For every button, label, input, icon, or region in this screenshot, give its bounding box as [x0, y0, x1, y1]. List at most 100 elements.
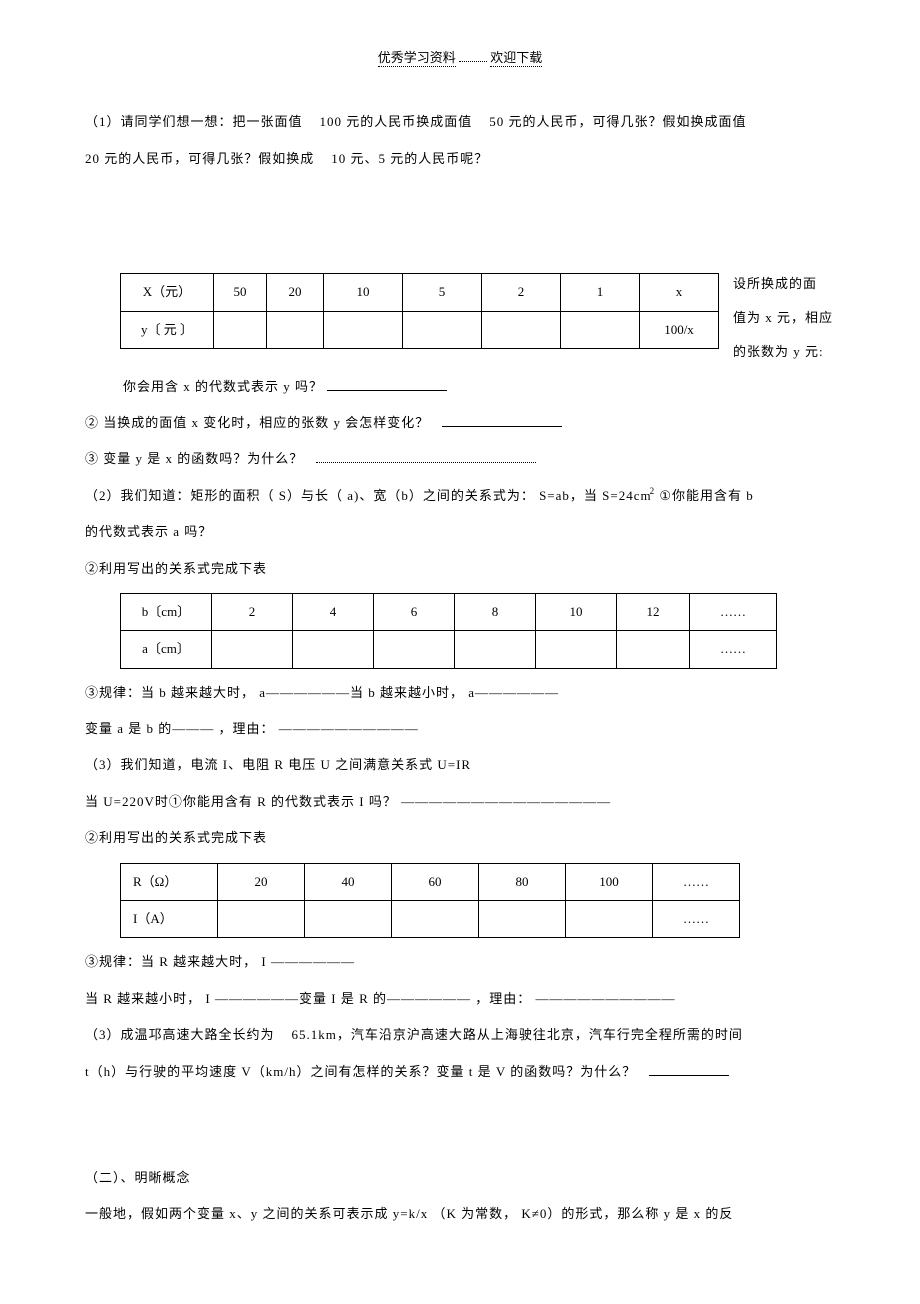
t3-r2-4 — [479, 901, 566, 938]
blank — [316, 451, 536, 464]
t1-h4: 5 — [403, 274, 482, 311]
q1-l1b: 100 元的人民币换成面值 — [320, 114, 473, 129]
t2-r1-0: b〔cm〕 — [121, 593, 212, 630]
side3: 的张数为 y 元: — [733, 344, 824, 359]
t3-r2-5 — [566, 901, 653, 938]
l11a: （3）我们知道，电流 I、电阻 R 电压 U 之间满意关系式 U=IR — [85, 757, 471, 772]
l17a: t（h）与行驶的平均速度 V（km/h）之间有怎样的关系？变量 t 是 V 的函… — [85, 1064, 636, 1079]
t2-r2-7: …… — [690, 631, 777, 668]
t3-r2-3 — [392, 901, 479, 938]
t2-r2-4 — [455, 631, 536, 668]
t1-r0: y〔 元 〕 — [121, 311, 214, 348]
t2-r2-5 — [536, 631, 617, 668]
table-row: R（Ω） 20 40 60 80 100 …… — [121, 863, 740, 900]
header-right: 欢迎下载 — [490, 50, 542, 67]
line5: ③ 变量 y 是 x 的函数吗？为什么？ — [85, 441, 835, 477]
t3-r2-0: I（A） — [121, 901, 218, 938]
table3: R（Ω） 20 40 60 80 100 …… I（A） …… — [120, 863, 740, 939]
t2-r1-7: …… — [690, 593, 777, 630]
t2-r2-3 — [374, 631, 455, 668]
side1: 设所换成的面 — [733, 276, 817, 291]
q1-l2a: 20 元的人民币，可得几张？假如换成 — [85, 151, 314, 166]
table1: X（元） 50 20 10 5 2 1 x y〔 元 〕 100/x — [120, 273, 719, 349]
t1-h5: 2 — [482, 274, 561, 311]
table-row: X（元） 50 20 10 5 2 1 x — [121, 274, 719, 311]
line4: ② 当换成的面值 x 变化时，相应的张数 y 会怎样变化？ — [85, 405, 835, 441]
l16a: （3）成温邛高速大路全长约为 — [85, 1027, 275, 1042]
t3-r1-2: 40 — [305, 863, 392, 900]
t3-r1-6: …… — [653, 863, 740, 900]
t1-r7: 100/x — [640, 311, 719, 348]
line13: ②利用写出的关系式完成下表 — [85, 820, 835, 856]
l3a: 你会用含 x 的代数式表示 y 吗？ — [123, 379, 323, 394]
section2: （二）、明晰概念 — [85, 1160, 835, 1196]
q1-l2b: 10 元、5 元的人民币呢？ — [331, 151, 488, 166]
table-row: b〔cm〕 2 4 6 8 10 12 …… — [121, 593, 777, 630]
t1-r4 — [403, 311, 482, 348]
header-gap — [459, 61, 487, 62]
l14a: ③规律：当 R 越来越大时， I —————— — [85, 954, 355, 969]
t3-r1-4: 80 — [479, 863, 566, 900]
t2-r1-5: 10 — [536, 593, 617, 630]
t2-r1-4: 8 — [455, 593, 536, 630]
t2-r1-3: 6 — [374, 593, 455, 630]
t2-r1-2: 4 — [293, 593, 374, 630]
t3-r1-0: R（Ω） — [121, 863, 218, 900]
t1-r5 — [482, 311, 561, 348]
l4a: ② 当换成的面值 x 变化时，相应的张数 y 会怎样变化？ — [85, 415, 429, 430]
line7: 的代数式表示 a 吗？ — [85, 514, 835, 550]
page-header: 优秀学习资料 欢迎下载 — [85, 40, 835, 76]
l6b: ①你能用含有 b — [659, 488, 753, 503]
table-row: y〔 元 〕 100/x — [121, 311, 719, 348]
t2-r1-6: 12 — [617, 593, 690, 630]
t1-h0: X（元） — [121, 274, 214, 311]
line12: 当 U=220V时①你能用含有 R 的代数式表示 I 吗？ ——————————… — [85, 784, 835, 820]
l15a: 当 R 越来越小时， I ——————变量 I 是 R 的—————— ，理由：… — [85, 991, 676, 1006]
t1-r2 — [267, 311, 324, 348]
t1-r1 — [214, 311, 267, 348]
t1-h6: 1 — [561, 274, 640, 311]
line11: （3）我们知道，电流 I、电阻 R 电压 U 之间满意关系式 U=IR — [85, 747, 835, 783]
t2-r2-1 — [212, 631, 293, 668]
l7a: 的代数式表示 a 吗？ — [85, 524, 212, 539]
blank — [442, 414, 562, 427]
t1-r6 — [561, 311, 640, 348]
t2-r2-2 — [293, 631, 374, 668]
spacer — [85, 177, 835, 267]
t1-h2: 20 — [267, 274, 324, 311]
header-left: 优秀学习资料 — [378, 50, 456, 67]
t1-r3 — [324, 311, 403, 348]
line10: 变量 a 是 b 的——— ，理由： —————————— — [85, 711, 835, 747]
line15: 当 R 越来越小时， I ——————变量 I 是 R 的—————— ，理由：… — [85, 981, 835, 1017]
line16: （3）成温邛高速大路全长约为 65.1km，汽车沿京沪高速大路从上海驶往北京，汽… — [85, 1017, 835, 1053]
t1-h7: x — [640, 274, 719, 311]
q1-line2: 20 元的人民币，可得几张？假如换成 10 元、5 元的人民币呢？ — [85, 141, 835, 177]
line6: （2）我们知道：矩形的面积（ S）与长（ a)、宽（b）之间的关系式为： S=a… — [85, 478, 835, 514]
side2: 值为 x 元，相应 — [733, 310, 833, 325]
l13a: ②利用写出的关系式完成下表 — [85, 830, 267, 845]
l18a: 一般地，假如两个变量 x、y 之间的关系可表示成 y=k/x （K 为常数， K… — [85, 1206, 733, 1221]
table-row: I（A） …… — [121, 901, 740, 938]
line8: ②利用写出的关系式完成下表 — [85, 551, 835, 587]
line17: t（h）与行驶的平均速度 V（km/h）之间有怎样的关系？变量 t 是 V 的函… — [85, 1054, 835, 1090]
line3: 你会用含 x 的代数式表示 y 吗？ — [85, 369, 835, 405]
blank — [327, 378, 447, 391]
blank — [649, 1075, 729, 1076]
t2-r1-1: 2 — [212, 593, 293, 630]
l16b: 65.1km，汽车沿京沪高速大路从上海驶往北京，汽车行完全程所需的时间 — [292, 1027, 743, 1042]
table2: b〔cm〕 2 4 6 8 10 12 …… a〔cm〕 …… — [120, 593, 777, 669]
t2-r2-6 — [617, 631, 690, 668]
t3-r1-3: 60 — [392, 863, 479, 900]
q1-line1: （1）请同学们想一想：把一张面值 100 元的人民币换成面值 50 元的人民币，… — [85, 104, 835, 140]
t3-r2-6: …… — [653, 901, 740, 938]
l6a: （2）我们知道：矩形的面积（ S）与长（ a)、宽（b）之间的关系式为： S=a… — [85, 488, 652, 503]
l12a: 当 U=220V时①你能用含有 R 的代数式表示 I 吗？ ——————————… — [85, 794, 611, 809]
t2-r2-0: a〔cm〕 — [121, 631, 212, 668]
sup2: 2 — [650, 486, 656, 496]
t1-h3: 10 — [324, 274, 403, 311]
q1-l1a: （1）请同学们想一想：把一张面值 — [85, 114, 303, 129]
l8a: ②利用写出的关系式完成下表 — [85, 561, 267, 576]
q1-l1c: 50 元的人民币，可得几张？假如换成面值 — [489, 114, 746, 129]
l10a: 变量 a 是 b 的——— ，理由： —————————— — [85, 721, 419, 736]
sec2: （二）、明晰概念 — [85, 1170, 191, 1185]
